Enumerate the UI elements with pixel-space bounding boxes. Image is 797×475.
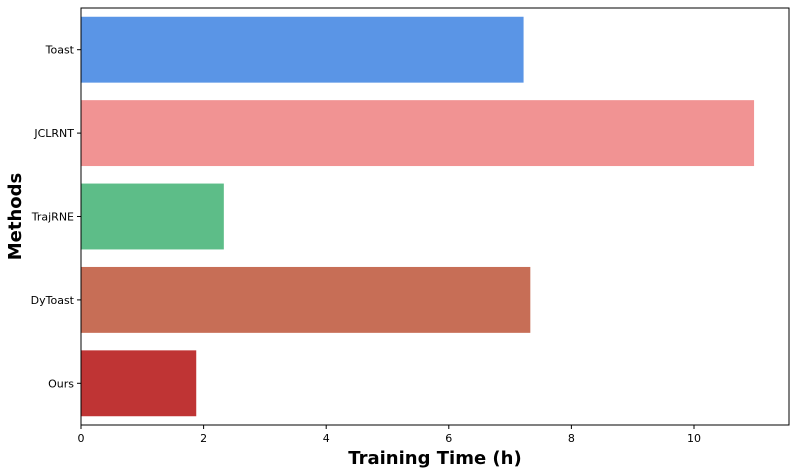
bars-group (81, 16, 755, 417)
bar-toast (81, 16, 524, 83)
y-tick-label-dytoast: DyToast (31, 294, 75, 307)
x-tick-label-8: 8 (568, 432, 575, 445)
y-tick-label-ours: Ours (48, 377, 74, 390)
x-axis-title: Training Time (h) (348, 448, 521, 469)
x-tick-label-6: 6 (445, 432, 452, 445)
bar-trajrne (81, 183, 224, 250)
y-tick-label-jclrnt: JCLRNT (33, 127, 74, 140)
x-tick-label-10: 10 (687, 432, 701, 445)
y-tick-label-toast: Toast (45, 44, 75, 57)
x-tick-label-0: 0 (78, 432, 85, 445)
y-axis-ticks: Toast JCLRNT TrajRNE DyToast Ours (31, 44, 81, 390)
y-axis-title: Methods (5, 173, 26, 261)
x-axis-ticks: 0 2 4 6 8 10 (78, 425, 701, 445)
bar-ours (81, 350, 197, 417)
bar-jclrnt (81, 100, 755, 167)
y-tick-label-trajrne: TrajRNE (31, 211, 74, 224)
x-tick-label-2: 2 (200, 432, 207, 445)
bar-dytoast (81, 266, 531, 333)
x-tick-label-4: 4 (323, 432, 330, 445)
